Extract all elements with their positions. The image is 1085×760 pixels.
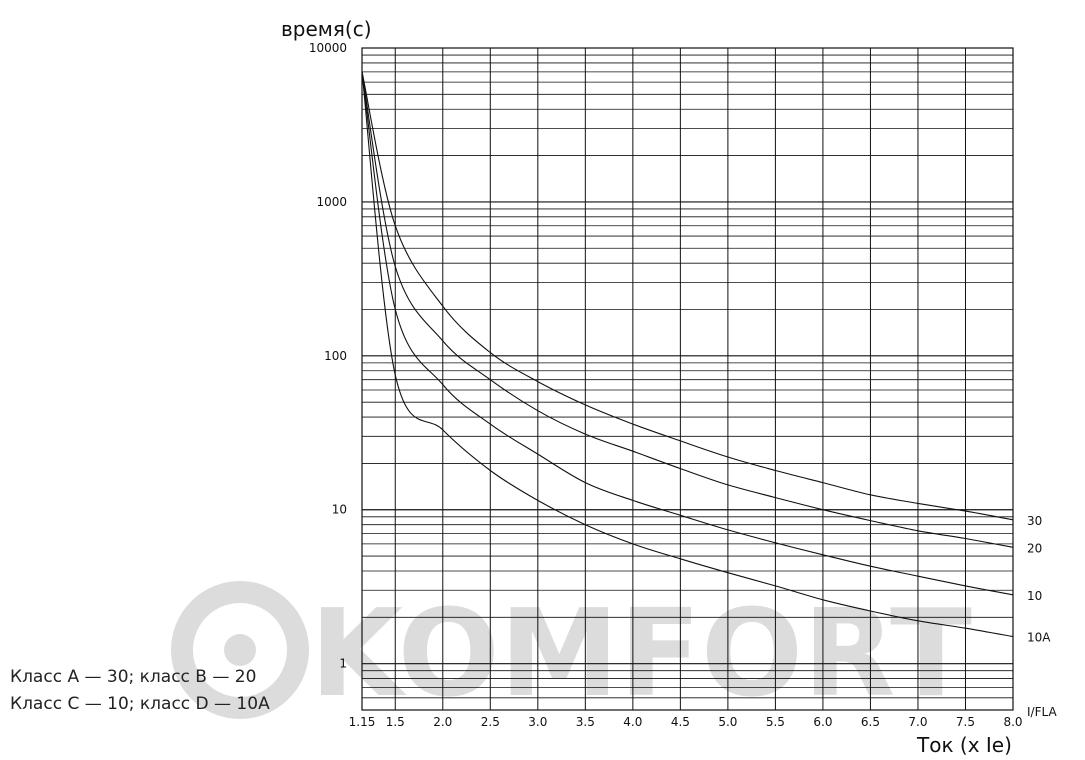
curves — [361, 71, 1014, 638]
y-tick-label: 100 — [324, 349, 347, 363]
y-tick-label: 10 — [332, 503, 347, 517]
series-label-20: 20 — [1027, 541, 1042, 555]
series-curve-10A — [361, 71, 1014, 638]
x-tick-label: 5.0 — [718, 715, 737, 729]
x-axis-title: Ток (x Ie) — [916, 733, 1012, 757]
x-tick-label: 7.5 — [956, 715, 975, 729]
x-tick-label: 6.5 — [861, 715, 880, 729]
legend-line-2: Класс С — 10; класс D — 10A — [10, 694, 270, 714]
y-tick-label: 10000 — [309, 41, 347, 55]
x-tick-label: 1.5 — [386, 715, 405, 729]
watermark-logo-ring — [171, 581, 309, 719]
x-tick-label: 2.0 — [433, 715, 452, 729]
grid — [361, 47, 1014, 711]
watermark: KOMFORT — [171, 581, 972, 724]
series-curve-30 — [361, 71, 1014, 521]
x-unit-label: I/FLA — [1027, 705, 1057, 719]
watermark-text: KOMFORT — [310, 585, 972, 724]
series-label-10A: 10A — [1027, 631, 1051, 645]
x-tick-label: 6.0 — [813, 715, 832, 729]
series-label-10: 10 — [1027, 589, 1042, 603]
watermark-logo-dot — [224, 634, 256, 666]
x-tick-label: 8.0 — [1003, 715, 1022, 729]
y-axis-title: время(с) — [281, 17, 372, 41]
x-tick-label: 2.5 — [481, 715, 500, 729]
x-tick-label: 3.0 — [528, 715, 547, 729]
x-tick-labels: 1.15 1.5 2.0 2.5 3.0 3.5 4.0 4.5 5.0 5.5 6.0 6.5 7.0… — [349, 715, 1023, 729]
y-tick-labels: 1 10 100 1000 10000 — [309, 41, 347, 671]
x-tick-label: 4.0 — [623, 715, 642, 729]
x-tick-label: 1.15 — [349, 715, 376, 729]
series-curve-10 — [361, 71, 1014, 596]
series-label-30: 30 — [1027, 514, 1042, 528]
x-tick-label: 7.0 — [908, 715, 927, 729]
series-curve-20 — [361, 71, 1014, 548]
series-labels: 30 20 10 10A — [1027, 514, 1051, 645]
y-tick-label: 1000 — [316, 195, 347, 209]
x-tick-label: 5.5 — [766, 715, 785, 729]
y-tick-label: 1 — [339, 657, 347, 671]
x-tick-label: 3.5 — [576, 715, 595, 729]
x-tick-label: 4.5 — [671, 715, 690, 729]
legend-line-1: Класс А — 30; класс В — 20 — [10, 667, 257, 687]
